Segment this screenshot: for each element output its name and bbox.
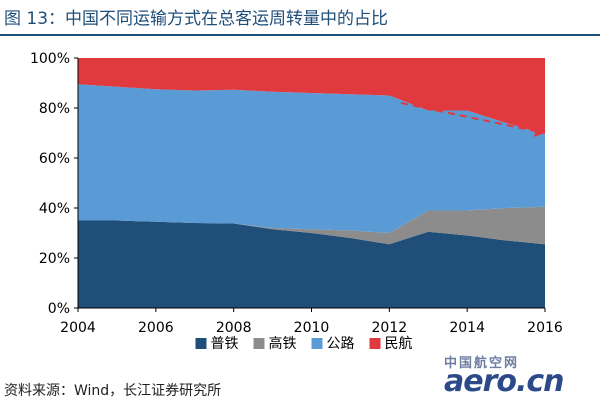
legend-swatch-民航 (369, 338, 381, 349)
area-公路 (78, 84, 545, 233)
legend-label-高铁: 高铁 (269, 335, 297, 352)
series-areas (78, 58, 545, 308)
x-tick-label: 2014 (449, 320, 485, 336)
legend: 普铁 高铁 公路 民航 (195, 335, 413, 352)
legend-swatch-普铁 (195, 338, 207, 349)
legend-label-普铁: 普铁 (211, 336, 239, 352)
y-tick-label: 0% (48, 301, 70, 317)
y-tick-label: 60% (39, 151, 70, 167)
tick-labels: 0% 20% 40% 60% 80% 100% 2004 2006 2008 2010 2012 20… (30, 51, 563, 336)
axes (74, 57, 546, 312)
y-tick-label: 100% (30, 51, 70, 67)
x-tick-label: 2016 (527, 320, 563, 336)
title-underline (0, 34, 600, 36)
x-tick-label: 2006 (138, 320, 174, 336)
area-民航 (78, 58, 545, 135)
legend-label-公路: 公路 (327, 336, 355, 352)
y-tick-label: 20% (39, 251, 70, 267)
trend-arrow-line (400, 102, 536, 132)
legend-label-民航: 民航 (385, 336, 413, 352)
annotations (400, 102, 545, 137)
x-tick-label: 2012 (372, 320, 408, 336)
y-tick-label: 80% (39, 101, 70, 117)
stacked-area-chart: 0% 20% 40% 60% 80% 100% 2004 2006 2008 2010 2012 20… (30, 51, 563, 352)
watermark-logo: 中国航空网 aero.cn (440, 352, 595, 402)
watermark-cn: 中国航空网 (444, 356, 520, 371)
x-tick-label: 2010 (294, 320, 330, 336)
legend-swatch-公路 (311, 338, 323, 349)
y-tick-label: 40% (39, 201, 70, 217)
area-高铁 (78, 206, 545, 245)
trend-arrow-head (533, 125, 545, 137)
x-tick-label: 2004 (60, 320, 96, 336)
source-note: 资料来源：Wind，长江证券研究所 (4, 383, 222, 399)
chart-title: 图 13：中国不同运输方式在总客运周转量中的占比 (4, 9, 389, 29)
x-tick-label: 2008 (216, 320, 252, 336)
area-普铁 (78, 220, 545, 308)
legend-swatch-高铁 (253, 338, 265, 349)
watermark-en: aero.cn (444, 364, 565, 399)
